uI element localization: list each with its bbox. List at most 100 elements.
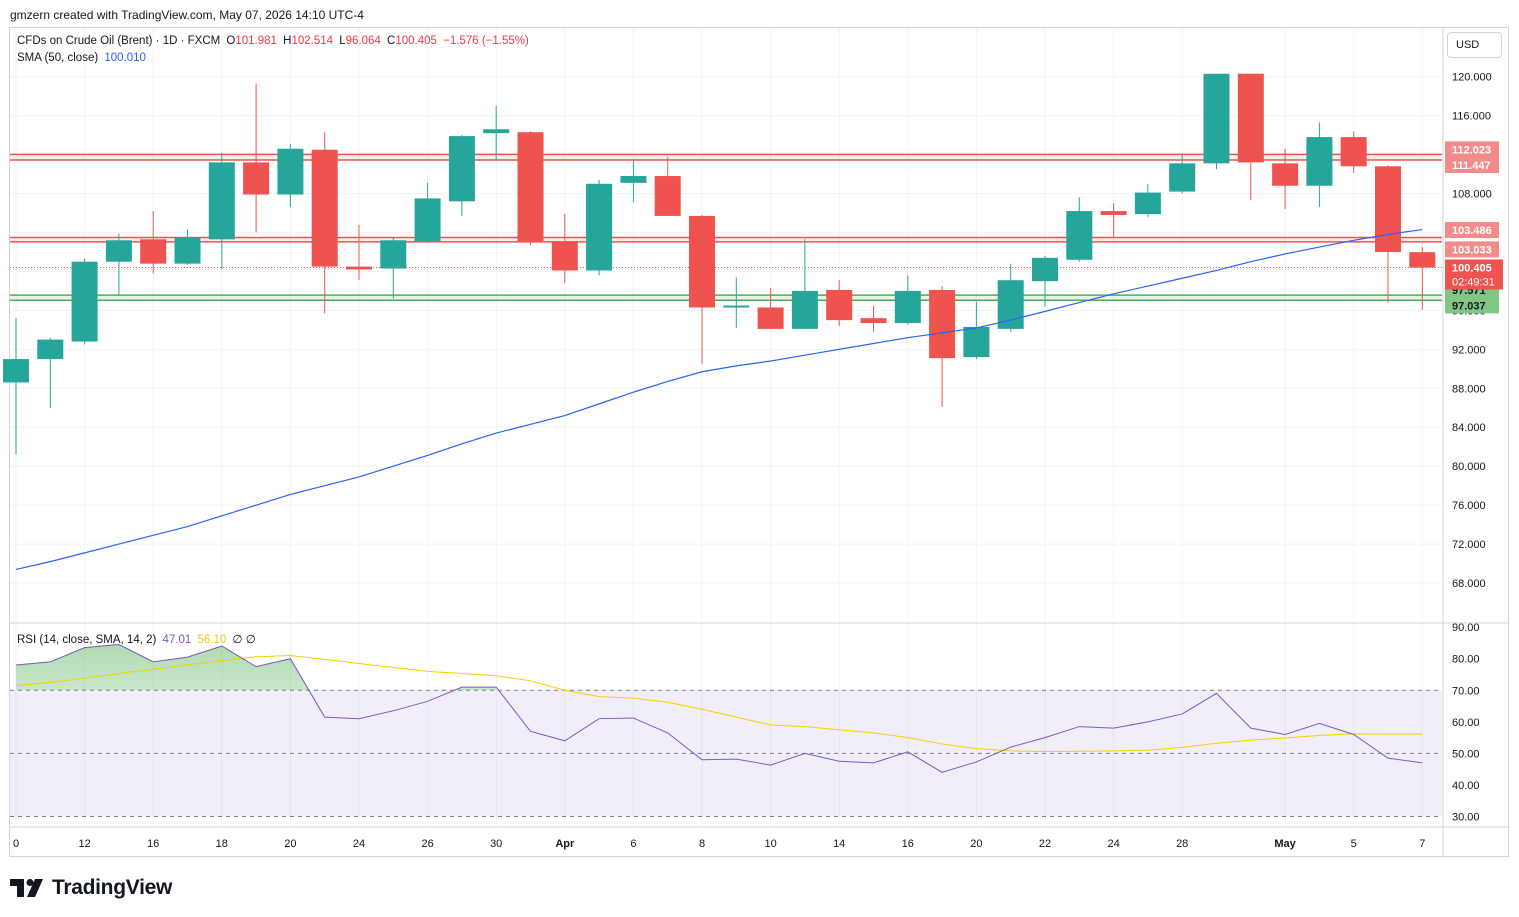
change-value: −1.576 (−1.55%) [443,35,529,47]
open-value: 101.981 [235,35,277,47]
price-tick-label: 72.000 [1452,539,1486,551]
candle-body [208,162,235,240]
rsi-value: 47.01 [162,634,192,646]
rsi-ma-line [15,655,1423,753]
level-label: 112.023 [1452,144,1491,156]
candle [71,258,98,345]
currency-button[interactable]: USD [1447,32,1502,58]
candle [517,131,544,246]
candle [1340,131,1367,174]
time-tick-label: 26 [421,838,433,850]
high-value: 102.514 [291,35,334,47]
candle-body [1032,257,1058,282]
candle [1203,73,1230,170]
level-label-bg [1445,241,1499,258]
candle [654,156,681,216]
time-tick-label: 30 [490,838,502,850]
candle-body [791,290,818,329]
level-label-bg [1445,221,1499,238]
sma-line [15,228,1423,571]
candle-body [37,339,64,360]
candle [243,83,270,233]
rsi-tick-label: 70.00 [1452,685,1480,697]
time-tick-label: 22 [1039,838,1051,850]
level-label: 103.486 [1452,225,1492,237]
countdown-label: 02:49:31 [1452,276,1495,288]
symbol-label[interactable]: CFDs on Crude Oil (Brent) · 1D · FXCM [17,35,221,47]
candle [723,277,750,328]
candle [346,224,372,281]
rsi-tick-label: 40.00 [1452,780,1480,792]
candle-body [551,241,578,271]
candle [860,305,887,332]
level-label: 103.033 [1452,244,1492,256]
rsi-tick-label: 50.00 [1452,748,1480,760]
low-label: L [339,35,346,47]
candle-body [1409,252,1436,268]
last-price-label: 100.405 [1452,262,1492,274]
brand[interactable]: TradingView [10,876,172,900]
price-tick-label: 76.000 [1452,500,1486,512]
candle-body [311,149,338,267]
sma-legend[interactable]: SMA (50, close) 100.010 [17,52,149,64]
candle-body [517,132,544,242]
candle-body [483,129,510,134]
candle [1134,183,1161,217]
time-tick-label: 20 [284,838,296,850]
close-value: 100.405 [395,35,437,47]
candles [3,73,1436,455]
price-tick-label: 84.000 [1452,422,1486,434]
candle [1066,197,1093,262]
candle-body [1203,73,1230,164]
candle-body [140,239,167,264]
rsi-tick-label: 90.00 [1452,622,1480,634]
brand-name: TradingView [52,876,173,899]
candle-body [997,280,1024,329]
price-tick-label: 120.000 [1452,72,1492,84]
candle-body [894,290,921,324]
time-tick-label: Apr [555,838,575,850]
candle-body [174,237,201,264]
resistance-zone-lower [10,237,1442,242]
axes: 68.00072.00076.00080.00084.00088.00092.0… [10,27,1509,857]
candle-body [929,289,956,359]
candle [1237,73,1264,201]
candle-body [1134,192,1161,214]
time-tick-label: 20 [970,838,982,850]
candle [140,211,167,274]
candle [963,301,990,360]
time-tick-label: May [1274,838,1296,850]
rsi-tick-label: 80.00 [1452,654,1480,666]
candle-body [1375,166,1401,252]
candle [929,286,956,407]
chart-caption: gmzern created with TradingView.com, May… [10,8,364,22]
candle-body [689,215,715,308]
candle-body [1272,163,1299,186]
time-tick-label: 28 [1176,838,1188,850]
level-label: 111.447 [1452,160,1491,172]
candle-body [71,261,98,342]
sma-label: SMA (50, close) [17,52,99,64]
rsi-overbought-fill [16,644,1423,691]
candle-body [105,240,132,262]
time-tick-label: 5 [1351,838,1357,850]
time-tick-label: 6 [630,838,636,850]
price-legend: CFDs on Crude Oil (Brent) · 1D · FXCM O1… [17,35,532,47]
candle-body [654,176,681,216]
candle [757,287,784,329]
time-tick-label: 0 [13,838,19,850]
rsi-sma-value: 56.10 [197,634,227,646]
close-label: C [387,35,396,47]
candle [37,337,64,408]
time-tick-label: 18 [216,838,228,850]
price-tick-label: 108.000 [1452,189,1492,201]
horizontal-levels [10,153,1442,302]
rsi-legend[interactable]: RSI (14, close, SMA, 14, 2) 47.01 56.10 … [17,632,259,646]
low-value: 96.064 [345,35,381,47]
candle [448,135,475,216]
candle [1306,122,1333,208]
candle-body [620,176,647,183]
sma-50-line [15,228,1423,571]
candle-body [826,289,853,321]
